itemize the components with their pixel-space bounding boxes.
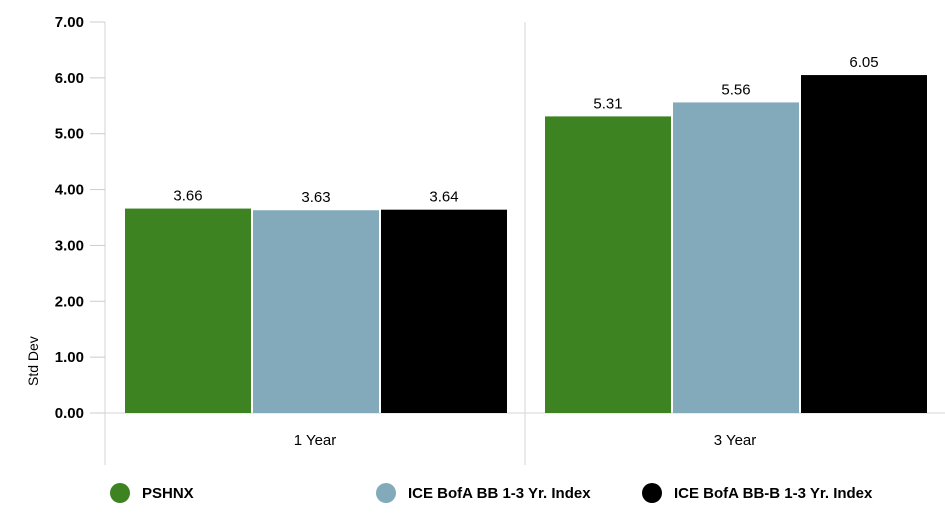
legend-item-bb-b-index: ICE BofA BB-B 1-3 Yr. Index [642, 483, 872, 503]
y-tick-label: 7.00 [55, 14, 84, 31]
category-labels: 1 Year 3 Year [294, 432, 757, 449]
legend-item-bb-index: ICE BofA BB 1-3 Yr. Index [376, 483, 591, 503]
y-tick-label: 4.00 [55, 182, 84, 199]
legend-label: PSHNX [142, 484, 194, 502]
y-tick-label: 5.00 [55, 126, 84, 143]
y-axis-label: Std Dev [25, 336, 41, 386]
bar-2-1 [253, 210, 379, 413]
legend-item-pshnx: PSHNX [110, 483, 194, 503]
legend-swatch-bb-index [376, 483, 396, 503]
category-label: 1 Year [294, 432, 337, 449]
legend-swatch-pshnx [110, 483, 130, 503]
legend-label: ICE BofA BB-B 1-3 Yr. Index [674, 484, 873, 502]
y-tick-label: 1.00 [55, 349, 84, 366]
legend-label: ICE BofA BB 1-3 Yr. Index [408, 484, 591, 502]
bar-2-2 [673, 102, 799, 413]
bars [125, 75, 927, 414]
legend: PSHNX ICE BofA BB 1-3 Yr. Index ICE BofA… [0, 483, 945, 513]
data-labels: 3.66 3.63 3.64 5.31 5.56 6.05 [173, 54, 878, 206]
data-label: 3.63 [301, 189, 330, 206]
bar-1-1 [125, 208, 251, 413]
data-label: 5.56 [721, 81, 750, 98]
y-tick-label: 6.00 [55, 70, 84, 87]
data-label: 3.64 [429, 189, 458, 206]
y-tick-label: 2.00 [55, 293, 84, 310]
y-tick-label: 0.00 [55, 405, 84, 422]
bar-1-2 [545, 116, 671, 414]
legend-swatch-bb-b-index [642, 483, 662, 503]
bar-3-2 [801, 75, 927, 414]
y-axis-ticks: 0.00 1.00 2.00 3.00 4.00 5.00 6.00 7.00 [55, 14, 105, 422]
data-label: 6.05 [849, 54, 878, 71]
category-label: 3 Year [714, 432, 757, 449]
bar-3-1 [381, 209, 507, 413]
y-tick-label: 3.00 [55, 237, 84, 254]
data-label: 3.66 [173, 188, 202, 205]
data-label: 5.31 [593, 95, 622, 112]
